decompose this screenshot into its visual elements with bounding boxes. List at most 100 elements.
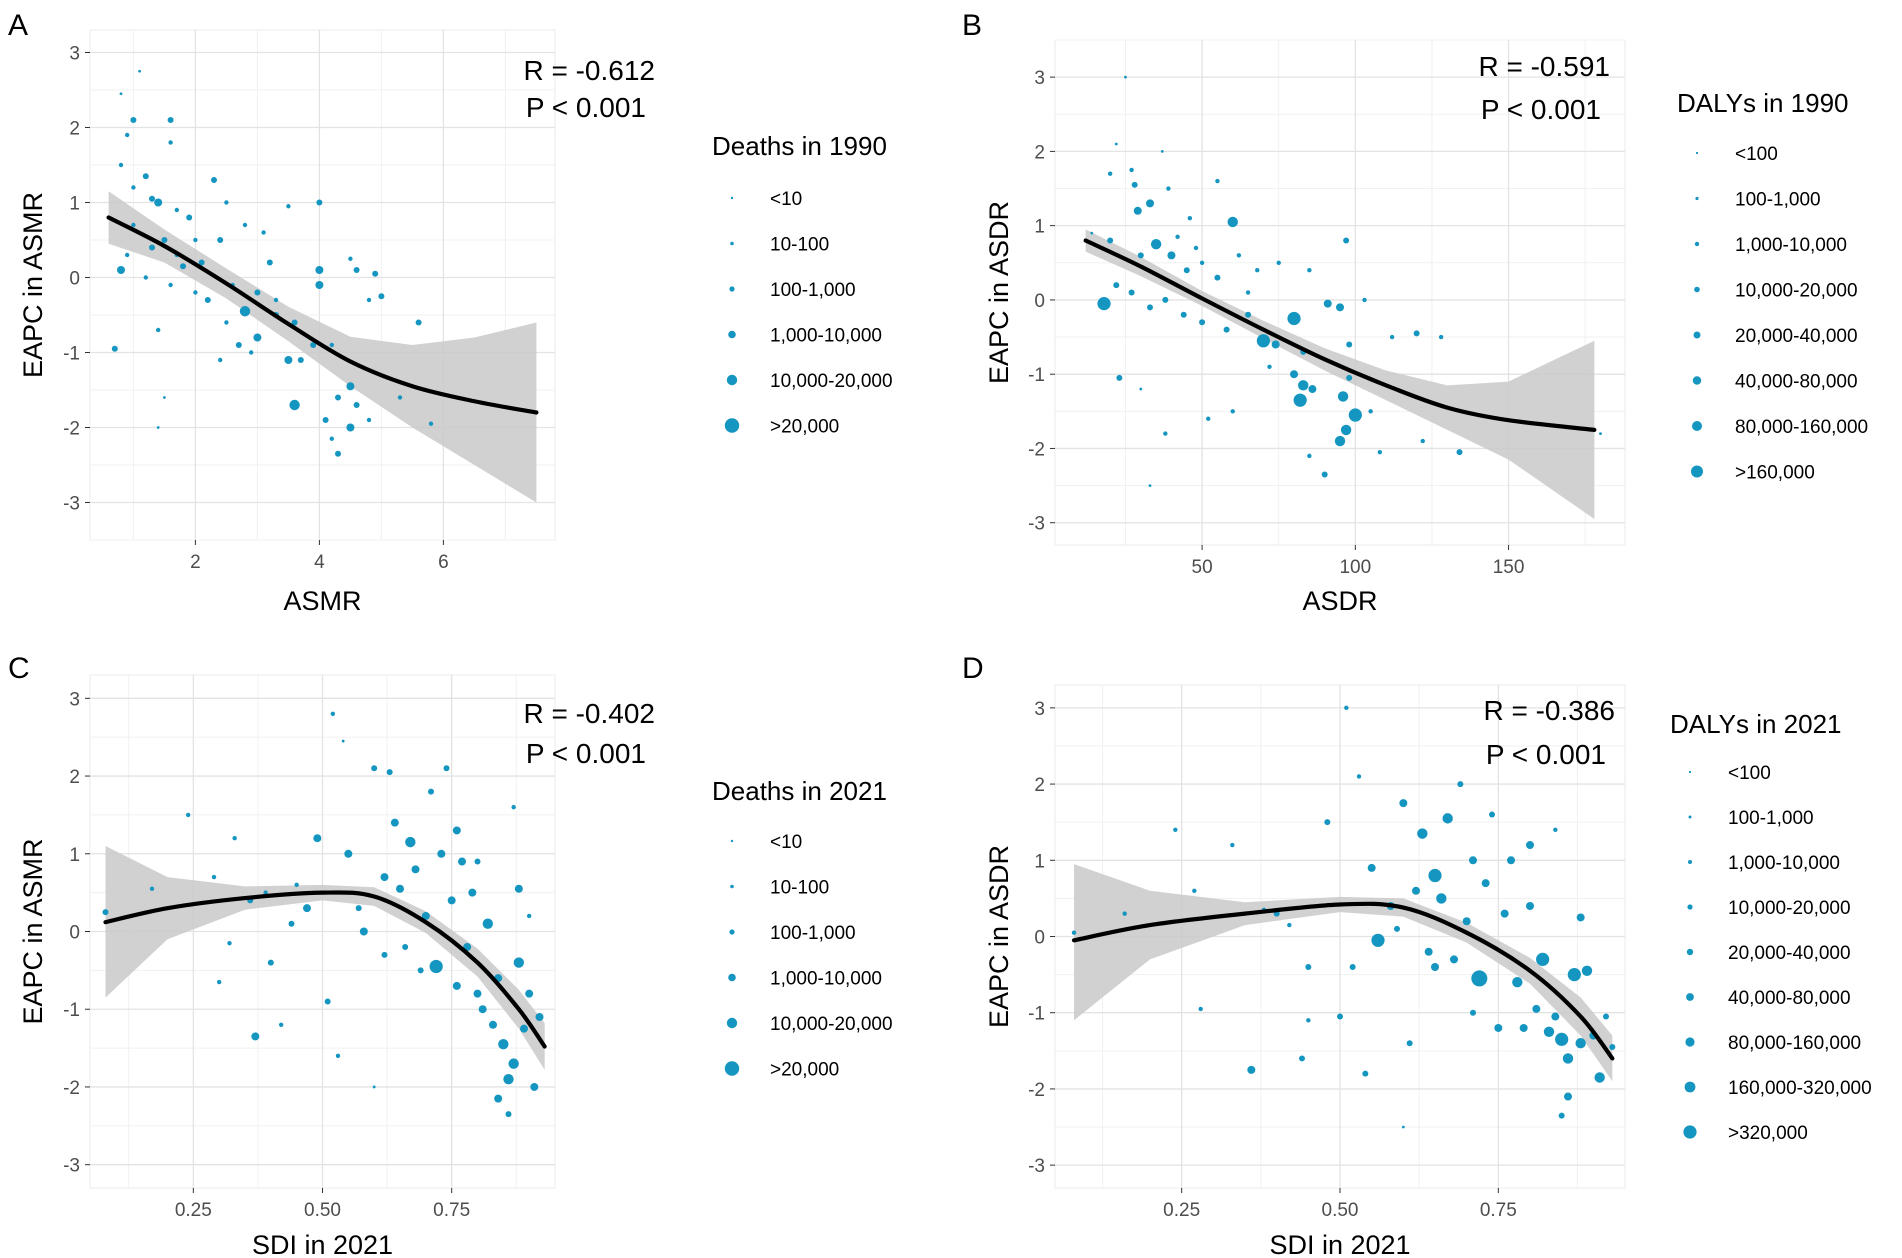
x-tick-label: 150 xyxy=(1493,557,1525,578)
data-point xyxy=(1107,171,1113,176)
legend-label: 10-100 xyxy=(770,235,829,256)
data-point xyxy=(249,350,254,355)
data-point xyxy=(1401,1125,1405,1129)
data-point xyxy=(1193,245,1199,251)
legend-key xyxy=(730,839,734,843)
legend-label: 100-1,000 xyxy=(770,280,856,301)
data-point xyxy=(303,904,311,913)
data-point xyxy=(535,1013,544,1021)
data-point xyxy=(1609,1044,1616,1051)
y-tick-label: -2 xyxy=(63,419,80,440)
legend-key xyxy=(1692,376,1702,385)
data-point xyxy=(1399,799,1408,808)
legend: Deaths in 1990 <10 10-100 100-1,000 1,000-10… xyxy=(712,131,893,438)
p-annotation: P < 0.001 xyxy=(526,92,646,123)
data-point xyxy=(1321,471,1328,478)
x-tick-label: 0.75 xyxy=(1480,1200,1517,1221)
y-tick-label: 0 xyxy=(69,923,80,944)
data-point xyxy=(1305,963,1312,970)
legend-key xyxy=(728,330,736,339)
data-point xyxy=(168,282,173,288)
data-point xyxy=(458,857,466,866)
y-tick-label: 3 xyxy=(69,689,80,710)
data-point xyxy=(402,944,409,951)
data-point xyxy=(1139,387,1143,391)
data-point xyxy=(355,905,362,912)
data-point xyxy=(291,319,298,326)
legend-key xyxy=(1688,815,1692,819)
data-point xyxy=(284,356,293,364)
legend-key xyxy=(1687,904,1693,910)
data-point xyxy=(1340,424,1352,436)
legend-label: >20,000 xyxy=(770,1060,839,1081)
data-point xyxy=(1230,842,1235,848)
data-point xyxy=(371,765,378,772)
legend-key xyxy=(729,929,735,935)
data-point xyxy=(1116,374,1123,381)
panel-label: A xyxy=(8,9,28,42)
data-point xyxy=(353,267,360,273)
panel-a: 2 4 6 -3 -2 -1 0 1 2 3 ASMR EAPC in ASMR A R = -0.612… xyxy=(8,9,893,616)
data-point xyxy=(1438,334,1444,340)
data-point xyxy=(341,739,345,743)
data-point xyxy=(227,940,232,946)
r-annotation: R = -0.591 xyxy=(1478,51,1610,82)
data-point xyxy=(131,222,136,228)
data-point xyxy=(1494,1023,1503,1032)
legend-label: 100-1,000 xyxy=(770,923,856,944)
data-point xyxy=(1223,326,1230,333)
data-point xyxy=(1307,268,1312,273)
fit-line xyxy=(1071,901,1615,1061)
data-point xyxy=(1146,199,1154,208)
legend-key xyxy=(1688,860,1692,864)
data-point xyxy=(131,185,136,190)
data-point xyxy=(1290,370,1299,379)
x-tick-label: 0.75 xyxy=(433,1200,470,1221)
data-point xyxy=(156,327,161,333)
data-point xyxy=(514,884,523,893)
data-point xyxy=(1344,705,1349,711)
data-point xyxy=(1167,251,1176,260)
data-point xyxy=(251,1032,260,1041)
data-point xyxy=(396,884,404,893)
legend-key xyxy=(1694,241,1700,247)
legend-title: DALYs in 1990 xyxy=(1677,88,1849,118)
panel-d: 0.25 0.50 0.75 -3 -2 -1 0 1 2 3 SDI in 2021 EAPC in… xyxy=(962,652,1872,1258)
x-axis-title: SDI in 2021 xyxy=(1269,1230,1410,1258)
data-point xyxy=(216,979,222,985)
legend-label: 10,000-20,000 xyxy=(770,1014,893,1035)
data-point xyxy=(138,69,142,73)
points xyxy=(111,69,434,457)
data-point xyxy=(482,918,494,929)
legend-key xyxy=(726,1017,738,1029)
data-point xyxy=(118,162,124,168)
data-point xyxy=(193,237,198,243)
data-point xyxy=(1198,1006,1203,1012)
data-point xyxy=(428,788,434,795)
data-point xyxy=(1180,311,1187,318)
data-point xyxy=(415,319,422,326)
data-point xyxy=(1236,253,1242,258)
y-tick-label: 3 xyxy=(1034,68,1045,89)
data-point xyxy=(1603,1013,1609,1020)
panel-label: C xyxy=(8,652,30,685)
data-point xyxy=(324,998,331,1005)
data-point xyxy=(1389,334,1395,340)
data-point xyxy=(149,244,155,251)
data-point xyxy=(1377,449,1383,455)
data-point xyxy=(353,402,360,408)
r-annotation: R = -0.386 xyxy=(1483,695,1615,726)
data-point xyxy=(330,711,336,717)
legend-label: 1,000-10,000 xyxy=(1728,853,1840,874)
data-point xyxy=(1247,1065,1256,1074)
data-point xyxy=(218,357,223,363)
x-tick-label: 0.25 xyxy=(175,1200,212,1221)
data-point xyxy=(1420,438,1425,444)
data-point xyxy=(161,237,168,243)
y-tick-label: 1 xyxy=(1034,217,1045,238)
legend-key xyxy=(730,884,734,889)
data-point xyxy=(1160,149,1164,153)
grid xyxy=(1055,685,1625,1188)
data-point xyxy=(193,290,198,295)
data-point xyxy=(1287,311,1301,326)
